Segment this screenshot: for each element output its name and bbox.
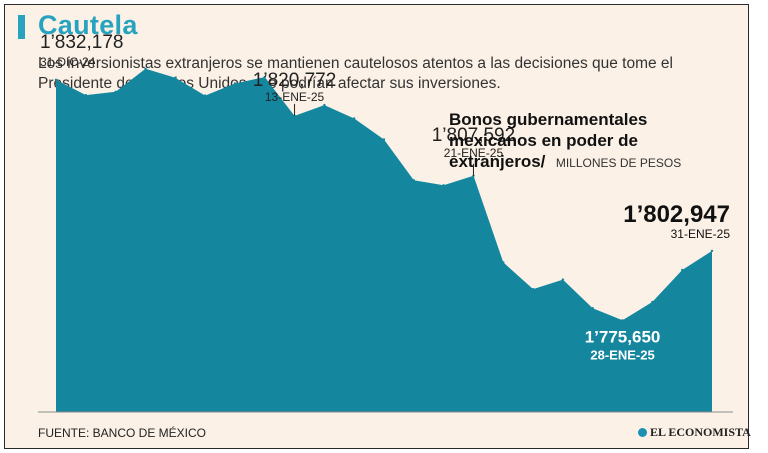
annotation-value: 1’802,947 (623, 201, 730, 228)
data-point-9-ENE-25 (233, 82, 237, 85)
publisher-logo: EL ECONOMISTA (638, 425, 751, 440)
annotation-value: 1’775,650 (585, 327, 661, 346)
data-point-20-ENE-25 (442, 184, 445, 187)
title-accent-bar (18, 15, 25, 39)
annotation-value: 1’832,178 (40, 32, 123, 53)
chart-title-line-1: Bonos gubernamentales (449, 110, 647, 129)
annotation-date: 31-DIC-24 (40, 55, 96, 69)
annotation-value: 1’807,592 (432, 125, 515, 146)
data-point-8-ENE-25 (203, 94, 207, 97)
data-point-22-ENE-25 (502, 261, 505, 264)
chart-title-line-3: extranjeros/ (449, 152, 546, 171)
data-point-10-ENE-25 (263, 75, 266, 79)
annotation-date: 28-ENE-25 (590, 347, 654, 362)
data-point-15-ENE-25 (353, 117, 356, 120)
data-point-2-ENE-25 (84, 93, 88, 97)
annotation-value: 1’820,772 (253, 70, 336, 91)
chart-unit-label: MILLONES DE PESOS (556, 156, 681, 170)
data-point-7-ENE-25 (174, 76, 177, 80)
page-title: Cautela (38, 10, 138, 40)
data-point-30-ENE-25 (681, 268, 684, 272)
data-point-3-ENE-25 (114, 90, 117, 94)
data-point-27-ENE-25 (591, 307, 594, 310)
data-point-29-ENE-25 (651, 300, 654, 304)
data-point-14-ENE-25 (323, 103, 326, 107)
area-layer (54, 67, 714, 413)
annotation-date: 21-ENE-25 (444, 146, 504, 160)
chart-title-line-2: mexicanos en poder de (449, 131, 638, 150)
data-point-21-ENE-25 (472, 174, 475, 177)
annotation-31-DIC-24: 1’832,178 31-DIC-24 (40, 32, 123, 69)
logo-mark-icon (638, 428, 647, 437)
data-point-24-ENE-25 (561, 278, 565, 281)
data-point-23-ENE-25 (531, 287, 535, 291)
data-point-31-ENE-25 (710, 249, 714, 253)
data-point-28-ENE-25 (621, 319, 624, 322)
data-point-16-ENE-25 (382, 138, 386, 141)
chart-title-line-3-group: extranjeros/ MILLONES DE PESOS (449, 152, 681, 171)
data-point-31-DIC-24 (54, 78, 58, 82)
data-point-17-ENE-25 (412, 179, 415, 182)
publisher-name: EL ECONOMISTA (650, 425, 751, 439)
chart-title: Bonos gubernamentales mexicanos en poder… (449, 110, 681, 171)
series-area (56, 68, 712, 413)
annotation-date: 13-ENE-25 (265, 90, 325, 104)
source-note: FUENTE: BANCO DE MÉXICO (38, 426, 207, 440)
annotation-date: 31-ENE-25 (671, 227, 731, 241)
data-point-6-ENE-25 (144, 67, 147, 71)
